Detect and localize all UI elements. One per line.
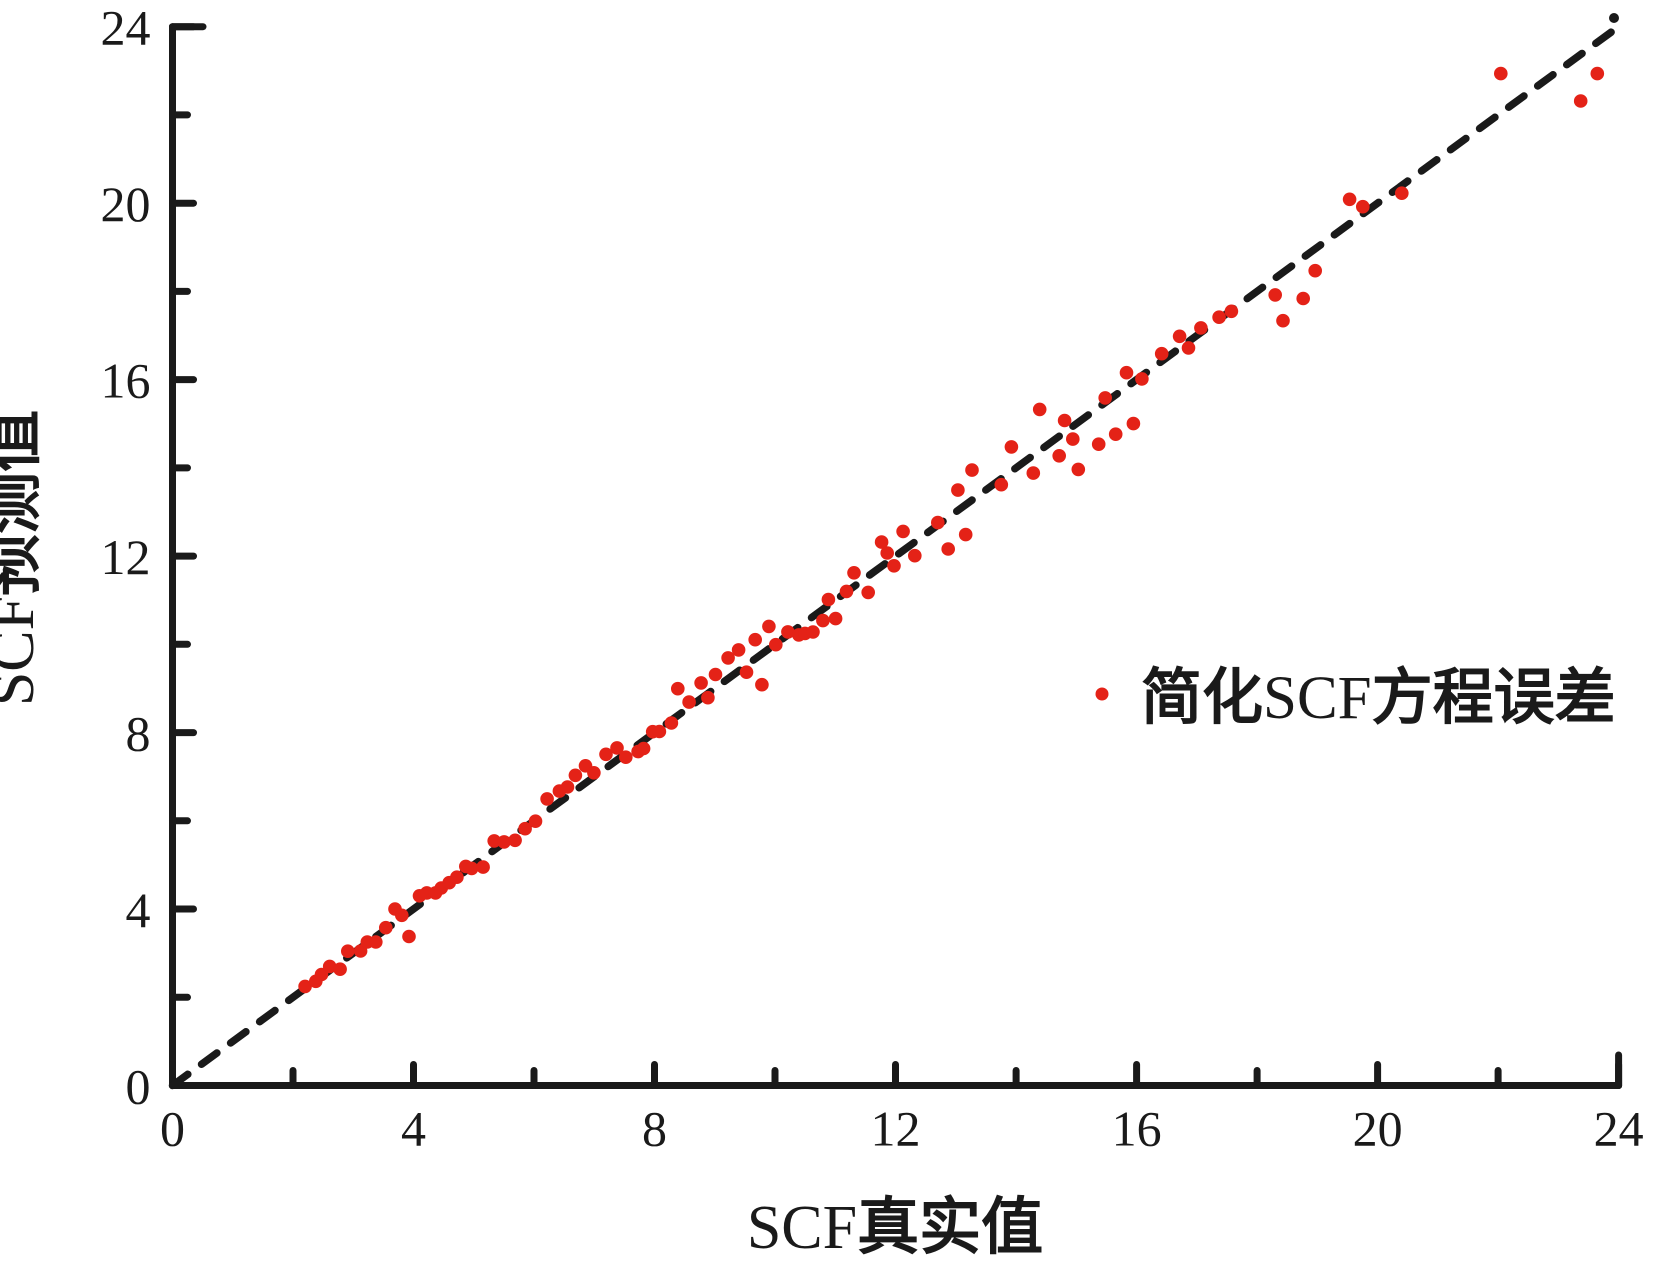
svg-text:16: 16 <box>1112 1101 1162 1157</box>
svg-text:4: 4 <box>401 1101 426 1157</box>
svg-text:12: 12 <box>871 1101 921 1157</box>
svg-text:20: 20 <box>1353 1101 1403 1157</box>
svg-text:0: 0 <box>126 1059 151 1115</box>
svg-text:简化SCF方程误差: 简化SCF方程误差 <box>1141 664 1616 732</box>
svg-text:12: 12 <box>101 529 151 585</box>
svg-text:SCF预测值: SCF预测值 <box>0 410 47 706</box>
svg-text:20: 20 <box>101 176 151 232</box>
svg-text:8: 8 <box>642 1101 667 1157</box>
svg-text:SCF真实值: SCF真实值 <box>747 1193 1043 1262</box>
svg-text:16: 16 <box>101 353 151 409</box>
svg-text:4: 4 <box>126 882 151 938</box>
svg-text:24: 24 <box>1594 1101 1644 1157</box>
svg-text:0: 0 <box>160 1101 185 1157</box>
svg-text:24: 24 <box>101 0 151 56</box>
svg-text:8: 8 <box>126 706 151 762</box>
